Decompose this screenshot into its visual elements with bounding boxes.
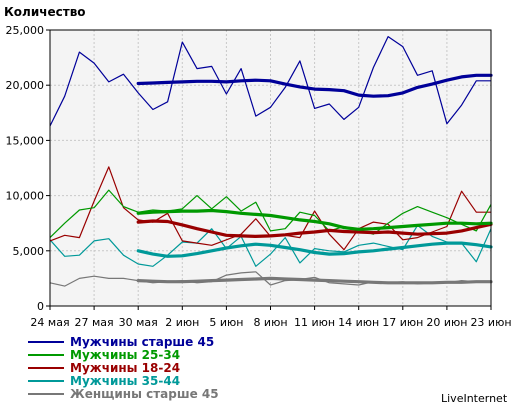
legend-label: Мужчины 25-34 xyxy=(70,348,180,362)
series-line-Мужчины-25-34 xyxy=(49,189,492,239)
legend-label: Мужчины старше 45 xyxy=(70,335,214,349)
legend-label: Мужчины 18-24 xyxy=(70,361,180,375)
y-tick-label: 15,000 xyxy=(6,134,45,147)
series-trend-Мужчины-35-44 xyxy=(136,241,493,258)
x-tick-label: 8 июн xyxy=(253,316,287,329)
x-tick-label: 24 мая xyxy=(30,316,69,329)
legend-label: Женщины старше 45 xyxy=(70,387,219,401)
series-layer xyxy=(49,36,493,287)
x-tick-label: 5 июн xyxy=(209,316,243,329)
x-tick-label: 30 мая xyxy=(119,316,158,329)
series-trend-Мужчины-25-34 xyxy=(136,208,493,231)
y-tick-label: 0 xyxy=(37,300,44,313)
x-tick-label: 17 июн xyxy=(382,316,423,329)
series-trend-Мужчины-18-24 xyxy=(136,219,493,238)
x-axis-ticks: 24 мая 27 мая 30 мая 2 июн 5 июн 8 июн 11 июн 1… xyxy=(30,306,512,329)
y-tick-label: 20,000 xyxy=(6,79,45,92)
x-tick-label: 2 июн xyxy=(165,316,199,329)
x-tick-label: 11 июн xyxy=(294,316,335,329)
credit-label: LiveInternet xyxy=(441,392,508,405)
y-tick-label: 5,000 xyxy=(13,245,45,258)
y-tick-label: 25,000 xyxy=(6,24,45,37)
y-axis-title: Количество xyxy=(4,5,86,19)
series-trend-Женщины-старше-45 xyxy=(136,276,493,285)
x-tick-label: 27 мая xyxy=(75,316,114,329)
x-tick-label: 14 июн xyxy=(338,316,379,329)
y-tick-label: 10,000 xyxy=(6,190,45,203)
legend-label: Мужчины 35-44 xyxy=(70,374,180,388)
y-axis-ticks: 0 5,000 10,000 15,000 20,000 25,000 xyxy=(6,24,50,313)
x-tick-label: 20 июн xyxy=(426,316,467,329)
series-trend-Мужчины-старше-45 xyxy=(136,73,493,98)
series-line-Мужчины-старше-45 xyxy=(49,36,491,127)
grid xyxy=(50,30,491,306)
x-tick-label: 23 июн xyxy=(470,316,511,329)
